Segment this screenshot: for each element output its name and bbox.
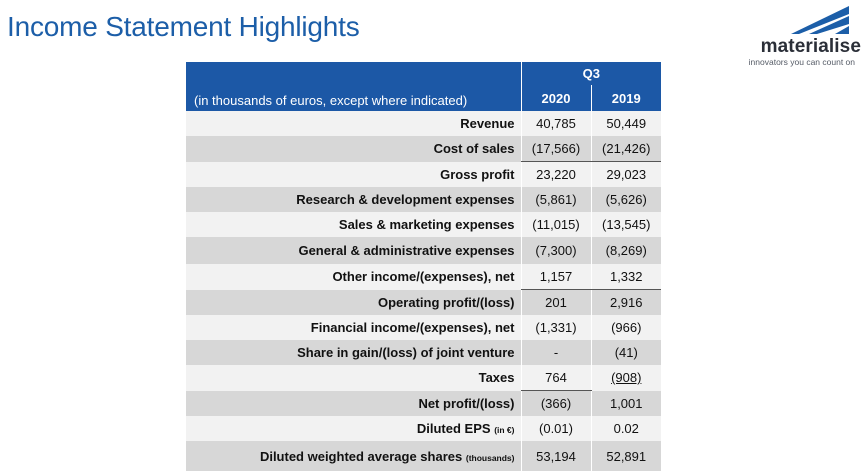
value-2019: 0.02 xyxy=(590,416,661,441)
row-label: Cost of sales xyxy=(186,136,521,162)
row-label: Operating profit/(loss) xyxy=(186,289,521,315)
table-row: Taxes 764 (908) xyxy=(186,365,661,391)
row-label: General & administrative expenses xyxy=(186,237,521,264)
value-2019: 1,332 xyxy=(590,264,661,290)
row-label-unit: (thousands) xyxy=(465,452,515,463)
row-label: Financial income/(expenses), net xyxy=(186,315,521,340)
header-row-period: Q3 xyxy=(186,62,661,85)
table-row: Cost of sales (17,566) (21,426) xyxy=(186,136,661,162)
value-2020: (5,861) xyxy=(520,187,591,212)
table-row: Other income/(expenses), net 1,157 1,332 xyxy=(186,264,661,290)
header-row-years: (in thousands of euros, except where ind… xyxy=(186,85,661,111)
value-2020: 40,785 xyxy=(520,111,591,136)
income-statement-table: Q3 (in thousands of euros, except where … xyxy=(186,62,661,471)
value-2019: 52,891 xyxy=(590,441,661,471)
year-header-2019: 2019 xyxy=(590,85,661,111)
value-2019: (13,545) xyxy=(590,212,661,237)
row-label-shares: Diluted weighted average shares (thousan… xyxy=(186,441,521,471)
value-2019: (21,426) xyxy=(590,136,661,162)
value-2020: (0.01) xyxy=(520,416,591,441)
value-2019: 2,916 xyxy=(590,289,661,315)
table-row: Share in gain/(loss) of joint venture - … xyxy=(186,340,661,365)
value-2020: 764 xyxy=(520,365,591,391)
row-label: Net profit/(loss) xyxy=(186,390,521,416)
table-row: Research & development expenses (5,861) … xyxy=(186,187,661,212)
table-row: Gross profit 23,220 29,023 xyxy=(186,161,661,187)
value-2020: (366) xyxy=(520,390,591,416)
row-label: Taxes xyxy=(186,365,521,391)
value-2020: 53,194 xyxy=(520,441,591,471)
row-label-text: Diluted EPS xyxy=(416,421,491,436)
row-label: Other income/(expenses), net xyxy=(186,264,521,290)
row-label-text: Diluted weighted average shares xyxy=(259,448,463,464)
logo-tagline: innovators you can count on xyxy=(748,57,855,67)
table-row: Operating profit/(loss) 201 2,916 xyxy=(186,289,661,315)
value-2020: (17,566) xyxy=(520,136,591,162)
value-2019: (5,626) xyxy=(590,187,661,212)
value-2019: (41) xyxy=(590,340,661,365)
table-row: Sales & marketing expenses (11,015) (13,… xyxy=(186,212,661,237)
row-label: Sales & marketing expenses xyxy=(186,212,521,237)
period-header: Q3 xyxy=(520,62,661,85)
table-row: Net profit/(loss) (366) 1,001 xyxy=(186,390,661,416)
slide-title: Income Statement Highlights xyxy=(7,11,360,42)
value-2020: 1,157 xyxy=(520,264,591,290)
table-row: Diluted weighted average shares (thousan… xyxy=(186,441,661,471)
logo-wordmark: materialise xyxy=(760,36,861,57)
unit-note: (in thousands of euros, except where ind… xyxy=(186,85,521,111)
row-label: Gross profit xyxy=(186,161,521,187)
table-row: General & administrative expenses (7,300… xyxy=(186,237,661,264)
value-2019: (908) xyxy=(590,365,661,391)
value-2019: 29,023 xyxy=(590,161,661,187)
header-blank xyxy=(186,62,521,85)
logo-mark-icon xyxy=(791,6,849,34)
materialise-logo: materialise innovators you can count on xyxy=(731,6,861,67)
row-label: Revenue xyxy=(186,111,521,136)
value-2020: (1,331) xyxy=(520,315,591,340)
value-2019: (966) xyxy=(590,315,661,340)
row-label: Share in gain/(loss) of joint venture xyxy=(186,340,521,365)
year-header-2020: 2020 xyxy=(520,85,591,111)
value-2019: 50,449 xyxy=(590,111,661,136)
value-2020: (11,015) xyxy=(520,212,591,237)
value-2019: (8,269) xyxy=(590,237,661,264)
table-row: Financial income/(expenses), net (1,331)… xyxy=(186,315,661,340)
table-row: Revenue 40,785 50,449 xyxy=(186,111,661,136)
table-row: Diluted EPS (in €) (0.01) 0.02 xyxy=(186,416,661,441)
value-2020: 201 xyxy=(520,289,591,315)
row-label: Research & development expenses xyxy=(186,187,521,212)
row-label-eps: Diluted EPS (in €) xyxy=(186,416,521,441)
row-label-unit: (in €) xyxy=(494,425,515,435)
value-2019: 1,001 xyxy=(590,390,661,416)
value-2020: - xyxy=(520,340,591,365)
value-2020: (7,300) xyxy=(520,237,591,264)
value-2020: 23,220 xyxy=(520,161,591,187)
